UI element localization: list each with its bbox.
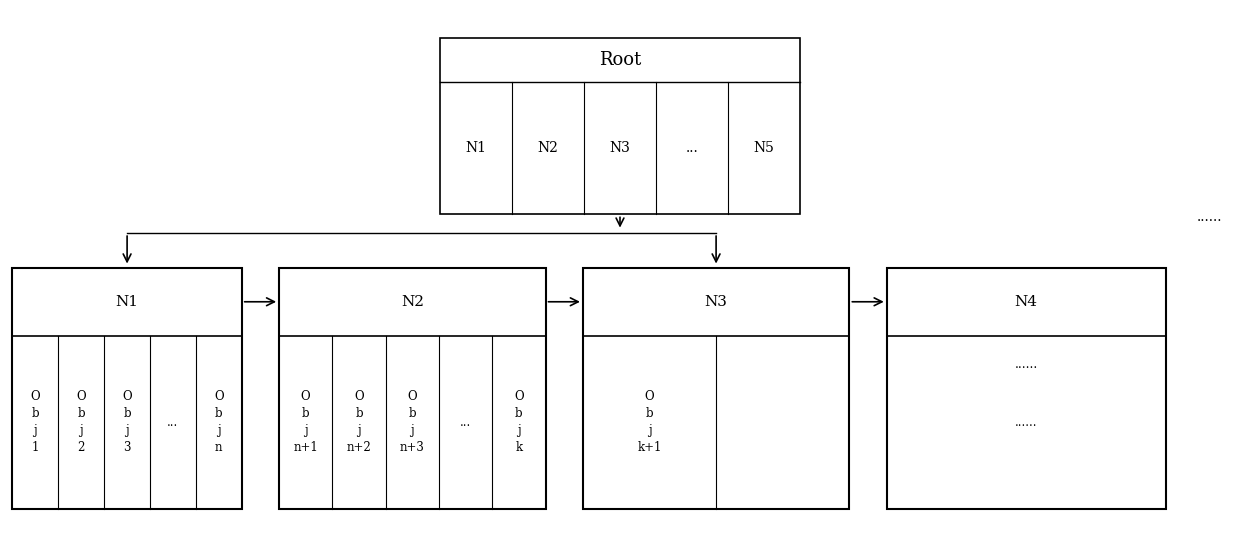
Text: N2: N2 <box>538 141 558 155</box>
Bar <box>583 268 849 509</box>
Text: ......: ...... <box>1197 210 1223 224</box>
Bar <box>12 268 242 509</box>
Text: N5: N5 <box>754 141 774 155</box>
Text: N1: N1 <box>115 295 139 309</box>
Bar <box>440 38 800 214</box>
Text: Root: Root <box>599 50 641 69</box>
Text: N3: N3 <box>610 141 630 155</box>
Text: N3: N3 <box>704 295 728 309</box>
Text: O
b
j
n+3: O b j n+3 <box>399 390 425 455</box>
Bar <box>887 268 1166 509</box>
Text: O
b
j
2: O b j 2 <box>77 390 86 455</box>
Text: N1: N1 <box>466 141 486 155</box>
Text: ......: ...... <box>1014 416 1038 429</box>
Text: N2: N2 <box>401 295 424 309</box>
Text: ...: ... <box>686 141 698 155</box>
Text: ...: ... <box>460 416 471 429</box>
Text: N4: N4 <box>1014 295 1038 309</box>
Text: O
b
j
n+2: O b j n+2 <box>347 390 371 455</box>
Text: O
b
j
3: O b j 3 <box>123 390 131 455</box>
Text: O
b
j
n+1: O b j n+1 <box>294 390 317 455</box>
Text: O
b
j
k: O b j k <box>515 390 523 455</box>
Text: ...: ... <box>167 416 179 429</box>
Bar <box>279 268 546 509</box>
Text: O
b
j
n: O b j n <box>215 390 223 455</box>
Text: O
b
j
1: O b j 1 <box>31 390 40 455</box>
Text: O
b
j
k+1: O b j k+1 <box>637 390 662 455</box>
Text: ......: ...... <box>1014 358 1038 371</box>
